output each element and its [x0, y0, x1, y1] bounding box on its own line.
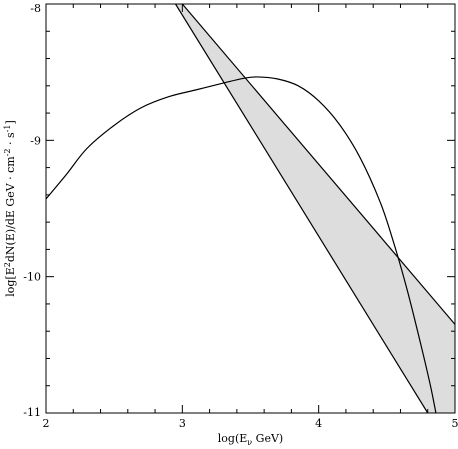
y-tick-label: -10 — [23, 271, 41, 284]
y-tick-label: -8 — [30, 2, 41, 15]
tick-labels-layer: 2 3 4 5 -8 -9 -10 -11 — [23, 2, 458, 430]
x-tick-label: 5 — [452, 417, 458, 430]
series-layer — [46, 76, 437, 413]
band-fill — [175, 4, 455, 413]
series-line-0 — [46, 76, 437, 413]
x-tick-label: 3 — [179, 417, 186, 430]
x-tick-label: 2 — [43, 417, 50, 430]
y-axis-label: log[E2dN(E)/dE GeV · cm-2 · s-1] — [3, 120, 17, 297]
uncertainty-band-layer — [175, 4, 455, 413]
plot-frame — [45, 3, 456, 414]
ticks-layer — [45, 3, 456, 414]
band-lower-edge — [175, 4, 429, 413]
x-axis-label: log(Eν GeV) — [218, 432, 283, 447]
x-tick-label: 4 — [315, 417, 322, 430]
y-tick-label: -9 — [30, 134, 41, 147]
band-upper-edge — [181, 4, 455, 325]
y-tick-label: -11 — [23, 406, 41, 419]
